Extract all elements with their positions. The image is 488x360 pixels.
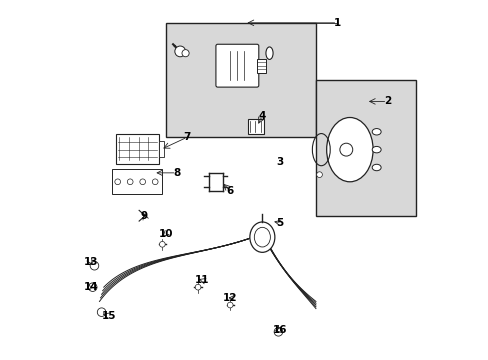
Bar xyxy=(257,59,265,73)
Circle shape xyxy=(97,308,106,316)
Text: 6: 6 xyxy=(226,186,233,196)
Ellipse shape xyxy=(249,222,274,252)
Text: 13: 13 xyxy=(83,257,98,267)
Ellipse shape xyxy=(371,164,380,171)
Ellipse shape xyxy=(371,147,380,153)
Circle shape xyxy=(339,143,352,156)
Bar xyxy=(112,169,162,194)
Circle shape xyxy=(115,179,121,185)
Text: 11: 11 xyxy=(194,275,208,285)
Ellipse shape xyxy=(326,117,372,182)
Bar xyxy=(247,119,264,134)
Circle shape xyxy=(90,261,99,270)
Text: 10: 10 xyxy=(158,229,173,239)
Text: 1: 1 xyxy=(333,18,340,28)
Circle shape xyxy=(88,283,97,292)
Text: 2: 2 xyxy=(383,96,390,107)
Text: 7: 7 xyxy=(183,132,191,142)
Circle shape xyxy=(159,242,165,247)
Bar xyxy=(315,80,415,216)
Ellipse shape xyxy=(265,47,272,59)
Text: 15: 15 xyxy=(102,311,116,321)
Bar xyxy=(159,141,164,157)
Text: 12: 12 xyxy=(223,293,237,303)
Text: 16: 16 xyxy=(272,325,287,335)
Circle shape xyxy=(182,50,189,57)
Circle shape xyxy=(175,46,185,57)
Text: 5: 5 xyxy=(276,218,283,228)
Circle shape xyxy=(127,179,133,185)
Circle shape xyxy=(140,179,145,185)
Bar xyxy=(116,134,159,164)
Text: 8: 8 xyxy=(173,168,180,178)
Text: 9: 9 xyxy=(141,211,148,221)
Circle shape xyxy=(152,179,158,185)
Circle shape xyxy=(227,302,233,308)
Circle shape xyxy=(316,172,322,177)
FancyBboxPatch shape xyxy=(216,44,258,87)
Text: 3: 3 xyxy=(276,157,283,167)
Bar xyxy=(165,23,315,137)
Text: 14: 14 xyxy=(83,282,98,292)
Text: 4: 4 xyxy=(258,111,265,121)
Circle shape xyxy=(274,328,282,336)
Circle shape xyxy=(195,284,201,290)
Ellipse shape xyxy=(371,129,380,135)
